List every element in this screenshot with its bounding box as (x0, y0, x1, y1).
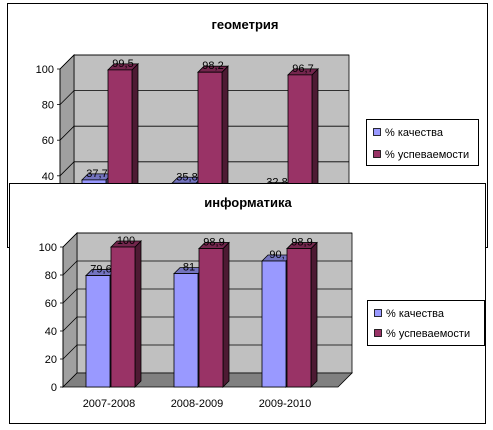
plot-area: 37,799,535,898,232,896,720406080100 (36, 54, 350, 218)
bar-progress (110, 240, 142, 388)
legend: % качества % успеваемости (366, 119, 479, 166)
bar-progress-front (107, 69, 133, 183)
bar-quality-front (261, 260, 287, 388)
clipped-plot: 37,7 99,5 35,8 98,2 32,8 96,7 (59, 54, 350, 189)
gridline (62, 288, 352, 304)
data-label: 96,7 (292, 63, 313, 75)
bar-progress-front (287, 74, 313, 183)
bar-quality-front (173, 273, 199, 388)
legend-label-quality: % качества (386, 308, 445, 320)
legend-label-quality: % качества (385, 127, 444, 139)
chart-title: информатика (204, 195, 292, 210)
legend: % качества % успеваемости (367, 300, 485, 346)
legend-swatch-quality (374, 309, 382, 317)
bar-progress-side (310, 241, 318, 388)
bar-progress (107, 62, 139, 183)
plot-area: 0 20 40 60 80 100 79,6 100 2007-2008 81 98,9 2008-2… (39, 232, 353, 410)
bar-progress (197, 65, 229, 183)
data-label: 99,5 (112, 58, 133, 70)
legend-label-progress: % успеваемости (385, 149, 469, 161)
bar-quality-front (81, 179, 107, 183)
x-tick-label: 2008-2009 (171, 398, 224, 410)
y-tick-label: 100 (36, 64, 54, 76)
data-label: 37,7 (86, 168, 107, 180)
gridline (62, 344, 352, 360)
y-tick-label: 60 (42, 135, 54, 147)
gridline (62, 232, 352, 248)
y-tick-label: 80 (45, 270, 57, 282)
bar-progress (198, 241, 230, 388)
x-tick-label: 2007-2008 (83, 398, 136, 410)
gridline (59, 54, 349, 70)
chart-informatics: информатика 0 20 40 60 80 100 79,6 100 2007-2008… (9, 183, 486, 424)
y-tick-label: 80 (42, 100, 54, 112)
y-tick-label: 40 (45, 326, 57, 338)
legend-box (367, 300, 485, 346)
bar-progress-front (197, 71, 223, 183)
y-tick-label: 0 (51, 382, 57, 394)
legend-label-progress: % успеваемости (386, 328, 470, 340)
y-tick-label: 40 (42, 171, 54, 183)
bar-progress-front (286, 248, 312, 388)
gridline (62, 316, 352, 332)
data-label: 35,8 (176, 171, 197, 183)
bar-progress-front (110, 246, 136, 388)
gridline (59, 161, 349, 177)
chart-title: геометрия (212, 17, 279, 32)
bar-progress (287, 67, 319, 183)
data-label: 98,2 (202, 60, 223, 72)
data-label: 100 (117, 235, 135, 247)
x-tick-label: 2009-2010 (259, 398, 312, 410)
y-tick-label: 20 (45, 354, 57, 366)
data-label: 79,6 (90, 264, 111, 276)
gridline (59, 125, 349, 141)
bar-progress-side (222, 241, 230, 388)
y-tick-label: 100 (39, 242, 57, 254)
bar-progress-front (198, 248, 224, 388)
legend-swatch-progress (373, 150, 381, 158)
legend-swatch-quality (373, 128, 381, 136)
y-tick-label: 60 (45, 298, 57, 310)
data-label: 90, (269, 249, 284, 261)
data-label: 81 (183, 262, 195, 274)
data-label: 32,8 (266, 177, 287, 189)
bar-progress (286, 241, 318, 388)
bar-progress-side (134, 240, 142, 388)
data-label: 98,9 (203, 237, 224, 249)
bar-quality-front (85, 275, 111, 388)
data-label: 98,9 (291, 237, 312, 249)
gridline (59, 90, 349, 105)
side-wall (62, 232, 78, 388)
legend-swatch-progress (374, 329, 382, 337)
gridline (62, 260, 352, 276)
legend-box (366, 119, 479, 166)
